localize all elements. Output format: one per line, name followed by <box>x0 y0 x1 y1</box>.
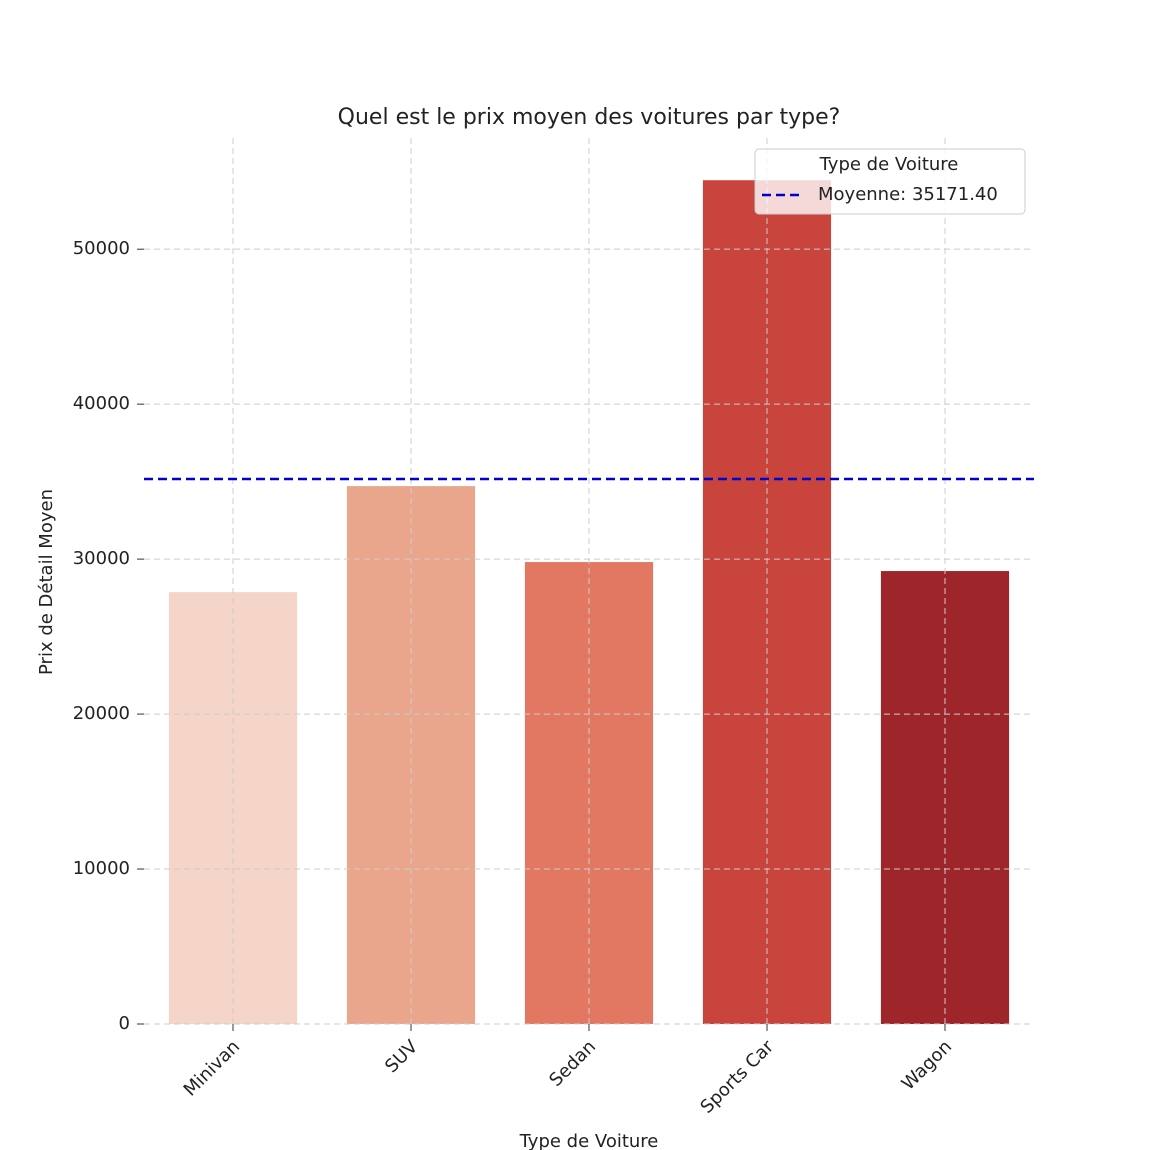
plot-area: 0 10000 20000 30000 40000 50000 Minivan SUV Seda… <box>73 138 1034 1118</box>
y-tick-label: 30000 <box>73 548 130 569</box>
x-tick-label: Minivan <box>180 1036 244 1100</box>
y-tick-label: 40000 <box>73 393 130 414</box>
y-axis-label: Prix de Détail Moyen <box>36 489 57 675</box>
x-tick-label: Sports Car <box>696 1036 778 1118</box>
x-tick-label: Sedan <box>545 1036 600 1091</box>
y-tick-label: 0 <box>119 1013 130 1034</box>
legend-title: Type de Voiture <box>819 154 959 175</box>
x-axis-label: Type de Voiture <box>519 1131 659 1150</box>
y-tick-label: 20000 <box>73 703 130 724</box>
chart-title: Quel est le prix moyen des voitures par … <box>338 105 841 130</box>
legend: Type de Voiture Moyenne: 35171.40 <box>754 148 1026 215</box>
bar <box>346 486 476 1024</box>
x-tick-label: Wagon <box>898 1036 956 1094</box>
legend-box <box>754 148 1026 215</box>
legend-label: Moyenne: 35171.40 <box>818 184 998 205</box>
y-tick-label: 10000 <box>73 858 130 879</box>
y-tick-label: 50000 <box>73 238 130 259</box>
x-tick-label: SUV <box>381 1036 422 1077</box>
